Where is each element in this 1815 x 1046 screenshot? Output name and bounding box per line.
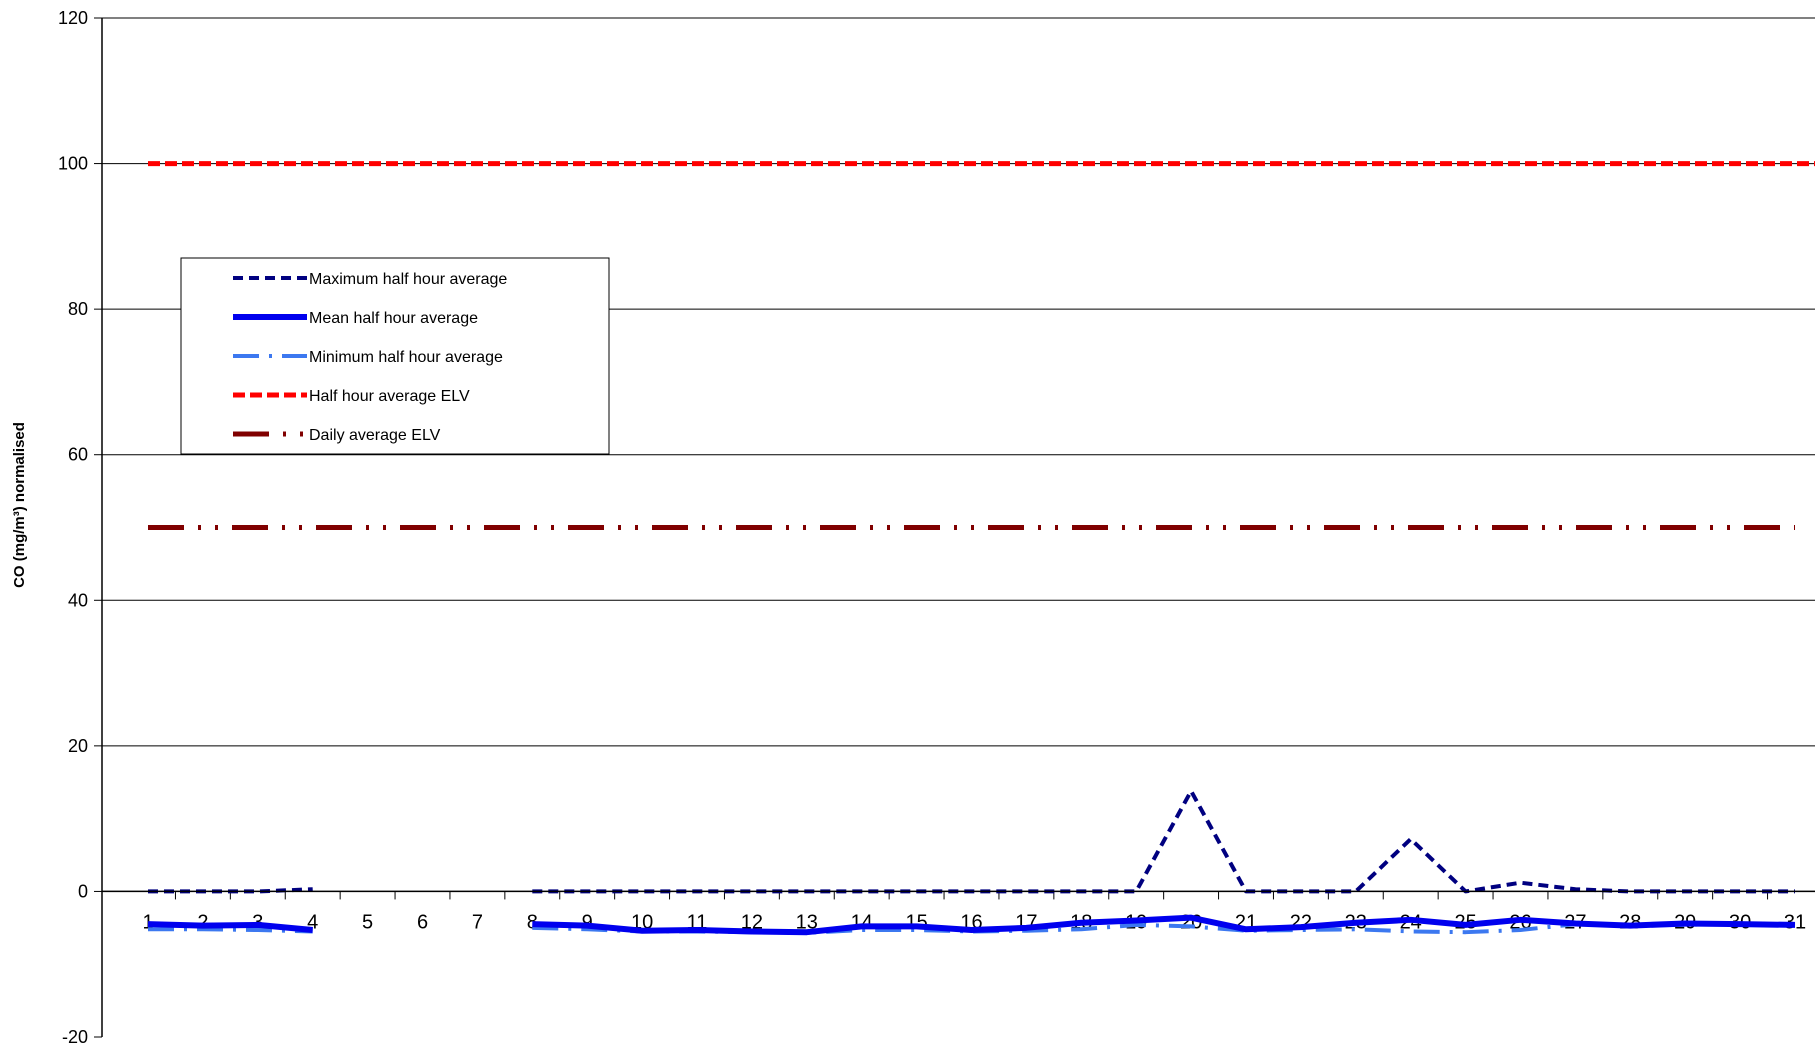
legend-label: Minimum half hour average xyxy=(309,349,503,366)
x-tick-label: 1 xyxy=(142,911,153,933)
legend-label: Half hour average ELV xyxy=(309,388,470,405)
y-tick-label: 20 xyxy=(68,736,88,756)
y-tick-label: 40 xyxy=(68,590,88,610)
y-axis-ticks: -20 0 20 40 60 80 100 120 xyxy=(58,8,102,1046)
axes xyxy=(101,18,1815,1037)
x-tick-label: 8 xyxy=(527,911,538,933)
legend-label: Mean half hour average xyxy=(309,310,478,327)
y-tick-label: -20 xyxy=(62,1027,88,1046)
series-line xyxy=(532,788,1795,894)
x-tick-label: 5 xyxy=(362,911,373,933)
y-tick-label: 80 xyxy=(68,299,88,319)
x-tick-label: 7 xyxy=(472,911,483,933)
legend-label: Maximum half hour average xyxy=(309,271,507,288)
y-axis-label: CO (mg/m³) normalised xyxy=(11,422,28,588)
x-tick-label: 4 xyxy=(307,911,318,933)
x-tick-label: 6 xyxy=(417,911,428,933)
gridlines xyxy=(102,17,1815,892)
legend-label: Daily average ELV xyxy=(309,427,441,444)
y-tick-label: 60 xyxy=(68,445,88,465)
series-lines xyxy=(147,161,1815,936)
y-tick-label: 100 xyxy=(58,154,88,174)
x-tick-label: 12 xyxy=(741,911,763,933)
x-tick-label: 13 xyxy=(796,911,818,933)
y-tick-label: 0 xyxy=(78,881,88,901)
x-tick-label: 9 xyxy=(582,911,593,933)
series-line xyxy=(147,921,313,933)
series-line xyxy=(532,914,1796,936)
x-tick-label: 2 xyxy=(197,911,208,933)
y-tick-label: 120 xyxy=(58,8,88,28)
legend: Maximum half hour average Mean half hour … xyxy=(180,257,610,455)
